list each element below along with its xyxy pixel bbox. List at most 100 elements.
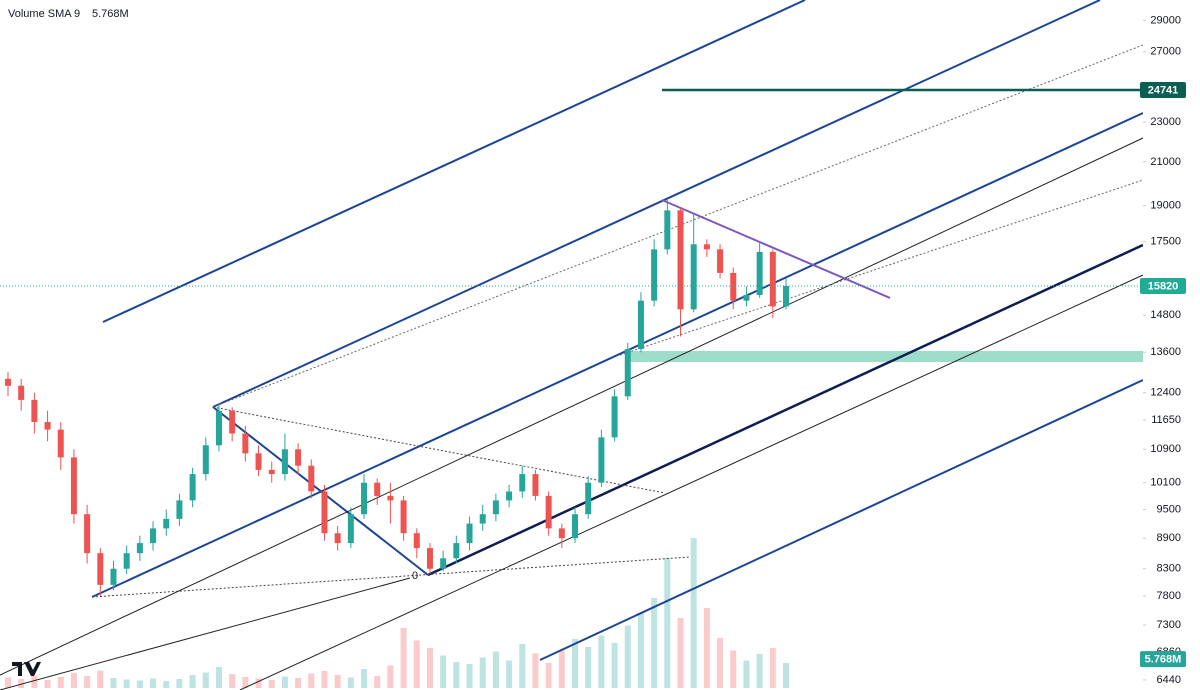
candle-body xyxy=(150,528,157,544)
candle-body xyxy=(215,410,222,446)
candle-body xyxy=(466,523,473,544)
candle-body xyxy=(730,272,737,301)
candle-body xyxy=(70,457,77,515)
volume-bar xyxy=(677,618,684,688)
candle-body xyxy=(572,514,579,539)
volume-bar xyxy=(664,558,671,688)
parallel-line xyxy=(239,274,1144,690)
indicator-name: Volume SMA 9 xyxy=(8,8,80,20)
volume-bar xyxy=(189,675,196,688)
volume-bar xyxy=(426,648,433,688)
volume-bar xyxy=(440,655,447,688)
y-tick-label: 23000 xyxy=(1150,116,1181,128)
volume-bar xyxy=(150,678,157,688)
level-tag-box xyxy=(1140,81,1186,98)
logo xyxy=(12,662,41,676)
volume-bar xyxy=(637,613,644,688)
candle-body xyxy=(229,410,236,434)
volume-sma-tag-label: 5.768M xyxy=(1145,654,1182,666)
y-tick-label: 27000 xyxy=(1150,46,1181,58)
y-tick-label: 19000 xyxy=(1150,200,1181,212)
trend-line xyxy=(102,0,806,323)
candle-body xyxy=(453,543,460,559)
y-tick-label: 10100 xyxy=(1150,477,1181,489)
trend-line xyxy=(539,379,1144,661)
candle-body xyxy=(387,495,394,501)
candle-body xyxy=(743,294,750,301)
volume-bar xyxy=(624,625,631,688)
logo-mark xyxy=(12,662,41,676)
level-tag-label: 24741 xyxy=(1148,84,1179,96)
volume-bar xyxy=(136,680,143,688)
candle-body xyxy=(5,378,11,386)
axis-background xyxy=(1143,0,1200,690)
candle-body xyxy=(281,449,288,475)
volume-bar xyxy=(519,644,526,688)
volume-bar xyxy=(572,639,579,688)
candle-body xyxy=(242,433,249,454)
trend-line xyxy=(212,406,429,576)
volume-bar xyxy=(268,680,275,688)
volume-bar xyxy=(229,674,236,688)
candle-body xyxy=(717,249,724,273)
indicator-value: 5.768M xyxy=(92,8,129,20)
candle-body xyxy=(558,528,565,539)
candle-body xyxy=(413,533,420,549)
y-tick-label: 7800 xyxy=(1157,590,1181,602)
volume-bar xyxy=(163,681,170,688)
candle-body xyxy=(31,399,38,423)
candle-body xyxy=(361,482,368,515)
candle-body xyxy=(426,548,433,569)
candle-body xyxy=(347,514,354,544)
y-tick-label: 17500 xyxy=(1150,236,1181,248)
volume-bar xyxy=(57,677,64,688)
candle-body xyxy=(598,437,605,483)
candle-body xyxy=(334,533,341,544)
candle-body xyxy=(84,514,91,554)
candle-body xyxy=(585,482,592,515)
candle-body xyxy=(690,244,697,310)
volume-bar xyxy=(413,640,420,688)
candle-body xyxy=(110,568,117,585)
y-tick-label: 14800 xyxy=(1150,309,1181,321)
candle-body xyxy=(202,445,209,475)
volume-bar xyxy=(18,679,25,688)
volume-bar xyxy=(466,664,473,688)
volume-bar xyxy=(479,657,486,688)
parallel-line xyxy=(0,577,411,690)
candle-body xyxy=(519,474,526,492)
y-tick-label: 8900 xyxy=(1157,532,1181,544)
dotted-line xyxy=(212,406,666,494)
candle-body xyxy=(57,429,64,458)
volume-bar xyxy=(374,676,381,688)
volume-bar xyxy=(202,672,209,688)
candle-body xyxy=(136,543,143,554)
y-tick-label: 10900 xyxy=(1150,443,1181,455)
zone xyxy=(628,351,1143,362)
y-tick-label: 7300 xyxy=(1157,619,1181,631)
volume-bar xyxy=(453,662,460,688)
volume-bar xyxy=(176,679,183,688)
last-price-tag-label: 15820 xyxy=(1148,280,1179,292)
candle-body xyxy=(532,474,539,496)
volume-bar xyxy=(783,663,789,688)
candle-body xyxy=(651,249,658,301)
candle-body xyxy=(44,422,51,430)
candle-body xyxy=(295,449,302,466)
volume-bar xyxy=(651,598,658,688)
candle-body xyxy=(611,396,618,438)
price-layer xyxy=(0,88,1143,596)
volume-bar xyxy=(70,673,77,688)
candle-body xyxy=(163,518,170,529)
candle-body xyxy=(308,465,315,492)
y-tick-label: 6440 xyxy=(1157,674,1181,686)
trend-line xyxy=(91,112,1144,598)
y-tick-label: 21000 xyxy=(1150,156,1181,168)
candle-body xyxy=(374,482,381,496)
volume-bar xyxy=(703,608,710,688)
candle-body xyxy=(440,558,447,569)
volume-bar xyxy=(585,647,592,688)
candle-body xyxy=(97,553,104,585)
candle-body xyxy=(664,210,671,250)
